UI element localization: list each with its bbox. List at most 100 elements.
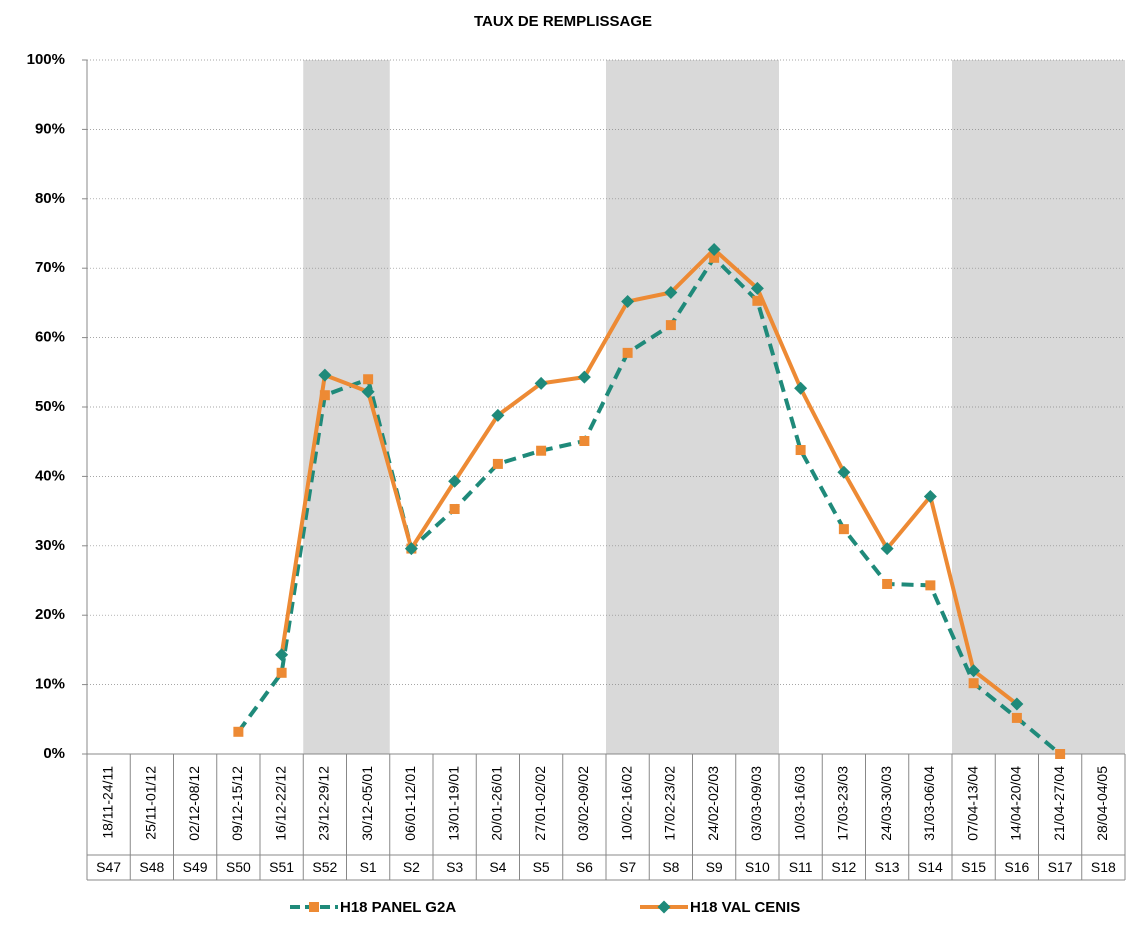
- data-point: [491, 408, 505, 422]
- data-point: [837, 465, 851, 479]
- week-label: S14: [918, 859, 943, 875]
- x-tick-label: 03/03-09/03: [748, 766, 764, 841]
- week-label: S10: [745, 859, 770, 875]
- x-tick-label: 23/12-29/12: [316, 766, 332, 841]
- data-point: [795, 445, 806, 456]
- chart-title: TAUX DE REMPLISSAGE: [474, 13, 652, 30]
- x-tick-label: 27/01-02/02: [532, 766, 548, 841]
- y-tick-label: 90%: [35, 120, 65, 137]
- x-tick-label: 14/04-20/04: [1008, 766, 1024, 841]
- data-point: [707, 242, 721, 256]
- x-tick-label: 09/12-15/12: [229, 766, 245, 841]
- series-line: [279, 246, 1019, 706]
- week-label: S17: [1048, 859, 1073, 875]
- data-point: [923, 490, 937, 504]
- y-tick-label: 60%: [35, 329, 65, 346]
- week-label: S47: [96, 859, 121, 875]
- data-point: [275, 648, 289, 662]
- week-label: S16: [1004, 859, 1029, 875]
- week-label: S8: [662, 859, 679, 875]
- x-tick-label: 24/02-02/03: [705, 766, 721, 841]
- week-label: S18: [1091, 859, 1116, 875]
- legend-label: H18 PANEL G2A: [340, 899, 456, 916]
- week-label: S5: [533, 859, 550, 875]
- week-label: S6: [576, 859, 593, 875]
- data-point: [665, 320, 676, 331]
- x-tick-label: 28/04-04/05: [1094, 766, 1110, 841]
- x-tick-label: 07/04-13/04: [964, 766, 980, 841]
- data-point: [967, 664, 981, 678]
- data-point: [838, 524, 849, 535]
- week-label: S50: [226, 859, 251, 875]
- data-point: [276, 667, 287, 678]
- data-point: [577, 370, 591, 384]
- week-label: S3: [446, 859, 463, 875]
- data-point: [709, 252, 720, 263]
- x-tick-label: 10/02-16/02: [618, 766, 634, 841]
- series-line: [236, 254, 1062, 756]
- x-tick-label: 06/01-12/01: [402, 766, 418, 841]
- y-tick-label: 40%: [35, 467, 65, 484]
- week-label: S52: [312, 859, 337, 875]
- week-label: S48: [139, 859, 164, 875]
- x-tick-label: 02/12-08/12: [186, 766, 202, 841]
- data-point: [880, 542, 894, 556]
- week-label: S7: [619, 859, 636, 875]
- week-label: S15: [961, 859, 986, 875]
- data-point: [579, 436, 590, 447]
- data-point: [622, 347, 633, 358]
- week-label: S51: [269, 859, 294, 875]
- x-tick-label: 18/11-24/11: [99, 766, 115, 839]
- data-point: [363, 374, 374, 385]
- data-point: [664, 285, 678, 299]
- week-label: S9: [706, 859, 723, 875]
- x-tick-label: 30/12-05/01: [359, 766, 375, 841]
- y-tick-label: 50%: [35, 398, 65, 415]
- data-point: [318, 368, 332, 382]
- data-point: [968, 678, 979, 689]
- x-tick-label: 13/01-19/01: [445, 766, 461, 841]
- week-label: S13: [875, 859, 900, 875]
- data-point: [534, 376, 548, 390]
- x-tick-label: 03/02-09/02: [575, 766, 591, 841]
- week-label: S4: [489, 859, 506, 875]
- data-point: [448, 474, 462, 488]
- data-point: [233, 726, 244, 737]
- data-point: [882, 578, 893, 589]
- data-point: [492, 458, 503, 469]
- legend-label: H18 VAL CENIS: [690, 899, 800, 916]
- data-point: [361, 385, 375, 399]
- x-tick-label: 25/11-01/12: [143, 766, 159, 840]
- data-point: [404, 542, 418, 556]
- x-tick-label: 17/02-23/02: [662, 766, 678, 841]
- data-point: [925, 580, 936, 591]
- x-tick-label: 20/01-26/01: [489, 766, 505, 841]
- legend-marker: [309, 902, 319, 912]
- data-point: [752, 295, 763, 306]
- y-tick-label: 0%: [43, 745, 65, 762]
- data-point: [1010, 697, 1024, 711]
- data-point: [536, 445, 547, 456]
- data-point: [621, 295, 635, 309]
- x-tick-label: 31/03-06/04: [921, 766, 937, 841]
- x-tick-label: 10/03-16/03: [791, 766, 807, 841]
- y-tick-label: 20%: [35, 606, 65, 623]
- y-tick-label: 80%: [35, 190, 65, 207]
- x-tick-label: 24/03-30/03: [878, 766, 894, 841]
- week-label: S11: [789, 859, 813, 875]
- y-tick-label: 100%: [27, 51, 65, 68]
- week-label: S49: [183, 859, 208, 875]
- x-tick-label: 16/12-22/12: [272, 766, 288, 841]
- y-tick-label: 10%: [35, 676, 65, 693]
- data-point: [750, 281, 764, 295]
- data-point: [794, 381, 808, 395]
- data-point: [1011, 712, 1022, 723]
- week-label: S12: [831, 859, 856, 875]
- week-label: S2: [403, 859, 420, 875]
- data-point: [1055, 749, 1066, 759]
- x-tick-label: 21/04-27/04: [1051, 766, 1067, 841]
- week-label: S1: [360, 859, 377, 875]
- x-tick-label: 17/03-23/03: [835, 766, 851, 841]
- data-point: [319, 390, 330, 401]
